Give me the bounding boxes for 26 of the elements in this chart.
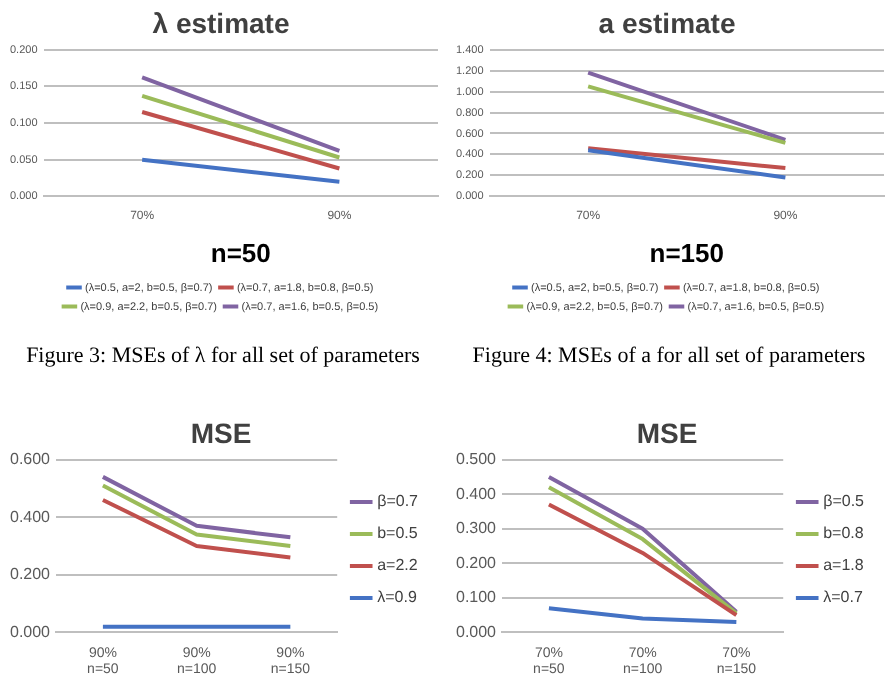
chart-title: λ estimate [152,6,290,39]
legend-label: b=0.5 [377,524,419,543]
y-tick-label: 0.400 [455,484,498,503]
legend-label: b=0.8 [823,524,865,543]
y-tick-label: 0.000 [9,622,52,641]
chart-title: a estimate [598,6,736,39]
y-tick-label: 0.000 [455,622,498,641]
legend-label: a=1.8 [823,556,865,575]
legend-label: a=2.2 [377,556,419,575]
legend-label: β=0.7 [377,492,420,511]
caption: Figure 3: MSEs of λ for all set of parameters [24,344,422,368]
y-tick-label: 0.200 [455,553,498,572]
chart-title: MSE [190,416,252,449]
y-tick-label: 0.300 [455,519,498,538]
legend-label: λ=0.7 [823,588,864,607]
caption: Figure 4: MSEs of a for all set of parameters [470,344,868,368]
legend-label: λ=0.9 [377,588,418,607]
y-tick-label: 0.400 [9,507,52,526]
y-tick-label: 0.500 [455,450,498,469]
y-tick-label: 0.200 [9,565,52,584]
x-axis-title: n=50 [210,237,271,268]
x-axis-title: n=150 [649,237,724,268]
y-tick-label: 0.100 [455,588,498,607]
y-tick-label: 0.600 [9,450,52,469]
legend-label: β=0.5 [823,492,866,511]
chart-title: MSE [636,416,698,449]
